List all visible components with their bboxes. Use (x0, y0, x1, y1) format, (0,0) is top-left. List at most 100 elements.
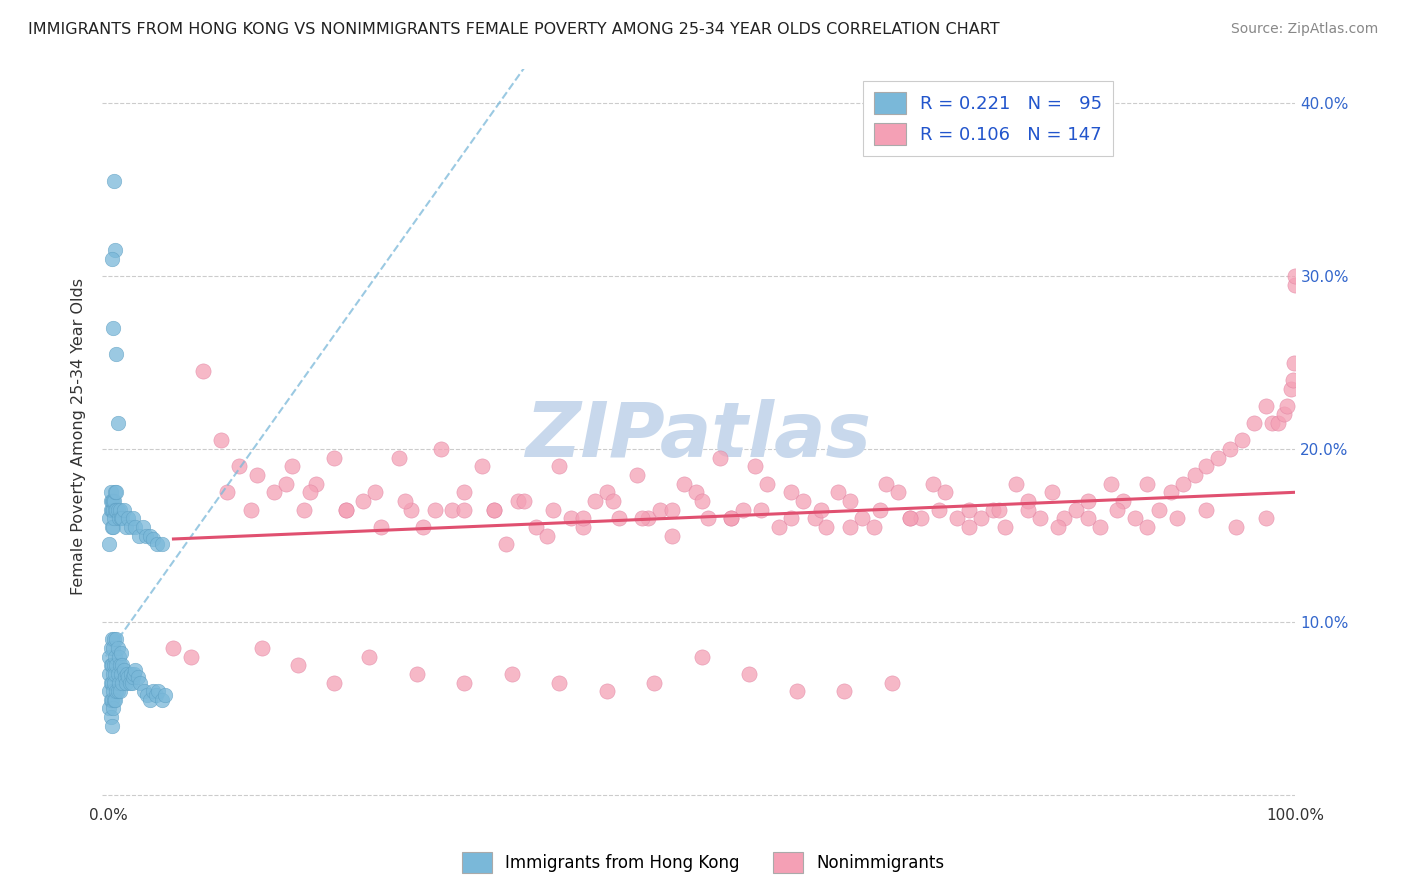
Point (239, 502, 262, 516)
Point (1284, 277, 1306, 292)
Point (121, 675, 143, 690)
Point (115, 666, 138, 681)
Point (832, 684, 855, 698)
Point (768, 520, 790, 534)
Point (263, 485, 285, 500)
Point (100, 494, 122, 508)
Point (957, 502, 980, 516)
Point (399, 502, 422, 516)
Point (512, 494, 534, 508)
Point (1184, 467, 1206, 482)
Point (100, 658, 122, 673)
Point (103, 494, 125, 508)
Point (536, 528, 558, 542)
Point (110, 511, 132, 525)
Point (103, 675, 125, 690)
Point (1282, 373, 1305, 387)
Point (922, 476, 945, 491)
Point (245, 467, 267, 482)
Point (1284, 355, 1306, 369)
Point (98, 537, 121, 551)
Point (934, 485, 956, 500)
Point (252, 640, 274, 655)
Point (685, 485, 707, 500)
Point (104, 502, 127, 516)
Point (1077, 494, 1099, 508)
Point (103, 693, 125, 707)
Point (191, 364, 214, 378)
Point (98, 684, 121, 698)
Point (100, 632, 122, 647)
Point (946, 511, 969, 525)
Point (1230, 434, 1253, 448)
Point (364, 485, 387, 500)
Point (101, 502, 124, 516)
Point (1275, 399, 1298, 413)
Point (98, 701, 121, 715)
Point (352, 494, 374, 508)
Point (1279, 382, 1302, 396)
Point (105, 684, 128, 698)
Point (506, 494, 529, 508)
Point (957, 520, 980, 534)
Point (101, 701, 124, 715)
Point (524, 520, 547, 534)
Point (101, 520, 124, 534)
Point (1171, 476, 1194, 491)
Point (100, 693, 122, 707)
Point (851, 511, 873, 525)
Point (104, 666, 127, 681)
Point (423, 502, 446, 516)
Point (124, 664, 146, 678)
Point (101, 321, 124, 335)
Point (101, 640, 124, 655)
Point (124, 520, 146, 534)
Point (100, 485, 122, 500)
Point (1046, 520, 1069, 534)
Point (100, 710, 122, 724)
Point (1254, 511, 1277, 525)
Point (602, 494, 624, 508)
Point (839, 494, 862, 508)
Point (453, 485, 475, 500)
Point (786, 684, 808, 698)
Point (209, 434, 232, 448)
Point (690, 649, 713, 664)
Point (827, 485, 849, 500)
Point (880, 675, 903, 690)
Point (108, 511, 131, 525)
Point (810, 502, 832, 516)
Point (1267, 416, 1289, 430)
Point (928, 502, 950, 516)
Point (100, 640, 122, 655)
Point (287, 658, 309, 673)
Point (482, 502, 505, 516)
Point (1064, 502, 1087, 516)
Point (453, 502, 475, 516)
Point (501, 666, 523, 681)
Point (981, 502, 1004, 516)
Point (138, 528, 160, 542)
Point (1225, 520, 1247, 534)
Point (107, 640, 129, 655)
Point (720, 511, 742, 525)
Point (869, 502, 891, 516)
Point (322, 675, 344, 690)
Point (779, 511, 801, 525)
Point (150, 693, 173, 707)
Point (100, 502, 122, 516)
Point (733, 502, 755, 516)
Point (111, 658, 134, 673)
Point (103, 658, 125, 673)
Point (583, 494, 606, 508)
Point (1017, 502, 1039, 516)
Point (1284, 269, 1306, 284)
Point (142, 532, 165, 546)
Point (672, 476, 695, 491)
Point (560, 511, 582, 525)
Point (107, 502, 129, 516)
Point (305, 476, 328, 491)
Point (388, 450, 411, 465)
Point (146, 684, 169, 698)
Point (110, 646, 132, 660)
